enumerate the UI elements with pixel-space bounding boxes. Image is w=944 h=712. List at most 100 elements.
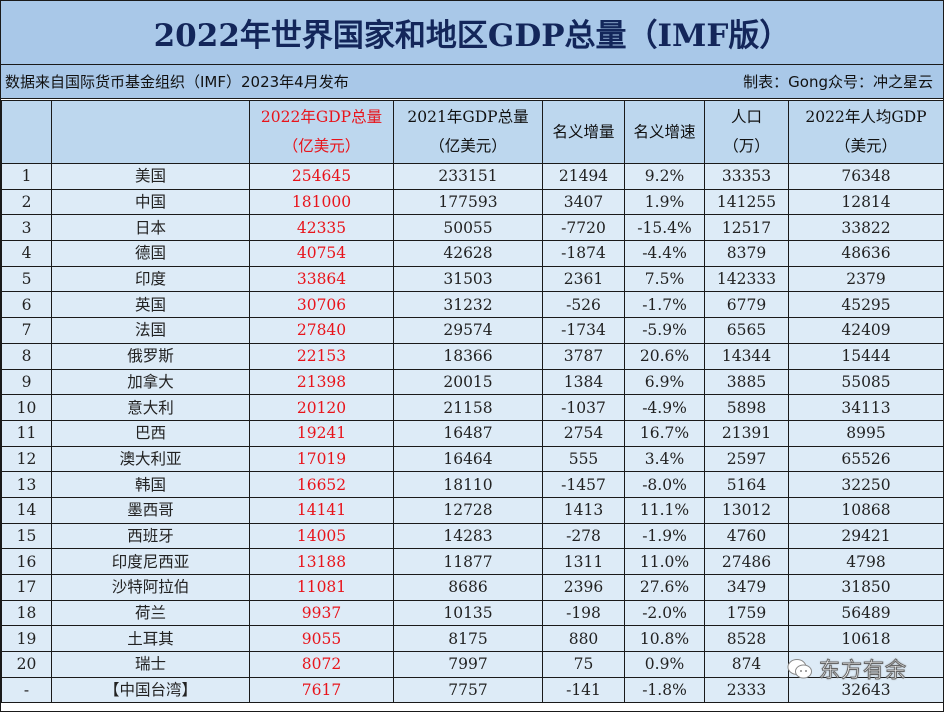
gdp-per-capita-cell: 76348: [788, 163, 944, 190]
gdp-2022-cell: 33864: [249, 265, 394, 293]
nominal-growth-cell: -1.9%: [624, 522, 705, 550]
nominal-increase-cell: 75: [542, 651, 625, 678]
gdp-2021-cell: 21158: [393, 394, 543, 421]
rank-cell: 1: [1, 163, 52, 190]
gdp-2021-cell: 18366: [393, 342, 543, 370]
nominal-increase-cell: 1413: [542, 496, 625, 524]
population-cell: 1759: [704, 599, 789, 627]
gdp-per-capita-cell: 4798: [788, 548, 944, 575]
header-gdp-2022: 2022年GDP总量 （亿美元）: [249, 100, 394, 164]
gdp-2022-cell: 20120: [249, 394, 394, 421]
gdp-2021-cell: 18110: [393, 471, 543, 498]
nominal-growth-cell: 11.0%: [624, 548, 705, 575]
gdp-2021-cell: 31232: [393, 291, 543, 319]
gdp-2021-cell: 11877: [393, 548, 543, 575]
gdp-2022-cell: 22153: [249, 342, 394, 370]
nominal-increase-cell: -7720: [542, 214, 625, 242]
gdp-2021-cell: 16487: [393, 419, 543, 447]
nominal-growth-cell: -15.4%: [624, 214, 705, 242]
gdp-per-capita-cell: 55085: [788, 368, 944, 396]
nominal-increase-cell: 2754: [542, 419, 625, 447]
nominal-increase-cell: 21494: [542, 163, 625, 190]
gdp-per-capita-cell: 10618: [788, 625, 944, 653]
nominal-growth-cell: 0.9%: [624, 651, 705, 678]
gdp-2022-cell: 181000: [249, 188, 394, 216]
nominal-growth-cell: -8.0%: [624, 471, 705, 498]
table-row: 5 印度 33864 31503 2361 7.5% 142333 2379: [1, 265, 944, 293]
subtitle-band: 数据来自国际货币基金组织（IMF）2023年4月发布 制表：Gong众号：冲之星…: [1, 65, 943, 99]
country-cell: 美国: [51, 163, 250, 190]
nominal-growth-cell: 3.4%: [624, 445, 705, 473]
country-cell: 荷兰: [51, 599, 250, 627]
rank-cell: 6: [1, 291, 52, 319]
table-row: 18 荷兰 9937 10135 -198 -2.0% 1759 56489: [1, 599, 944, 627]
gdp-2022-cell: 27840: [249, 317, 394, 344]
rank-cell: 9: [1, 368, 52, 396]
nominal-growth-cell: 9.2%: [624, 163, 705, 190]
table-row: 8 俄罗斯 22153 18366 3787 20.6% 14344 15444: [1, 342, 944, 370]
header-gdp-2021: 2021年GDP总量 （亿美元）: [393, 100, 543, 164]
gdp-per-capita-cell: 15444: [788, 342, 944, 370]
rank-cell: 20: [1, 651, 52, 678]
gdp-2022-cell: 21398: [249, 368, 394, 396]
table-row: 14 墨西哥 14141 12728 1413 11.1% 13012 10868: [1, 496, 944, 524]
gdp-per-capita-cell: 33822: [788, 214, 944, 242]
nominal-increase-cell: -278: [542, 522, 625, 550]
rank-cell: 11: [1, 419, 52, 447]
country-cell: 韩国: [51, 471, 250, 498]
gdp-per-capita-cell: 32250: [788, 471, 944, 498]
gdp-per-capita-cell: 10868: [788, 496, 944, 524]
gdp-2022-cell: 30706: [249, 291, 394, 319]
nominal-increase-cell: 1311: [542, 548, 625, 575]
population-cell: 3479: [704, 574, 789, 601]
nominal-growth-cell: -5.9%: [624, 317, 705, 344]
gdp-2022-cell: 19241: [249, 419, 394, 447]
population-cell: 12517: [704, 214, 789, 242]
gdp-2021-cell: 14283: [393, 522, 543, 550]
rank-cell: 10: [1, 394, 52, 421]
nominal-increase-cell: -1457: [542, 471, 625, 498]
header-country: [51, 100, 250, 164]
gdp-2021-cell: 8175: [393, 625, 543, 653]
table-row: 4 德国 40754 42628 -1874 -4.4% 8379 48636: [1, 240, 944, 267]
gdp-2021-cell: 16464: [393, 445, 543, 473]
population-cell: 14344: [704, 342, 789, 370]
gdp-2022-cell: 14141: [249, 496, 394, 524]
country-cell: 【中国台湾】: [51, 676, 250, 704]
gdp-2022-cell: 11081: [249, 574, 394, 601]
gdp-2022-cell: 16652: [249, 471, 394, 498]
rank-cell: 2: [1, 188, 52, 216]
nominal-increase-cell: -526: [542, 291, 625, 319]
rank-cell: 19: [1, 625, 52, 653]
population-cell: 8528: [704, 625, 789, 653]
gdp-2021-cell: 12728: [393, 496, 543, 524]
nominal-increase-cell: -1874: [542, 240, 625, 267]
header-nominal-increase: 名义增量: [542, 100, 625, 164]
gdp-per-capita-cell: 12814: [788, 188, 944, 216]
nominal-increase-cell: 3787: [542, 342, 625, 370]
table-row: 1 美国 254645 233151 21494 9.2% 33353 76348: [1, 163, 944, 190]
rank-cell: 4: [1, 240, 52, 267]
population-cell: 5164: [704, 471, 789, 498]
gdp-per-capita-cell: 32643: [788, 676, 944, 704]
table-row: 15 西班牙 14005 14283 -278 -1.9% 4760 29421: [1, 522, 944, 550]
gdp-2021-cell: 7997: [393, 651, 543, 678]
rank-cell: 3: [1, 214, 52, 242]
gdp-2021-cell: 50055: [393, 214, 543, 242]
gdp-per-capita-cell: 34113: [788, 394, 944, 421]
population-cell: 33353: [704, 163, 789, 190]
table-row: - 【中国台湾】 7617 7757 -141 -1.8% 2333 32643: [1, 676, 944, 704]
rank-cell: -: [1, 676, 52, 704]
rank-cell: 17: [1, 574, 52, 601]
country-cell: 墨西哥: [51, 496, 250, 524]
nominal-increase-cell: 1384: [542, 368, 625, 396]
nominal-growth-cell: -4.9%: [624, 394, 705, 421]
page-title: 2022年世界国家和地区GDP总量（IMF版）: [153, 18, 791, 54]
table-row: 11 巴西 19241 16487 2754 16.7% 21391 8995: [1, 419, 944, 447]
credit-note: 制表：Gong众号：冲之星云: [743, 73, 933, 91]
table-row: 17 沙特阿拉伯 11081 8686 2396 27.6% 3479 31850: [1, 574, 944, 601]
gdp-2022-cell: 9937: [249, 599, 394, 627]
gdp-2021-cell: 42628: [393, 240, 543, 267]
header-rank: [1, 100, 52, 164]
population-cell: 2597: [704, 445, 789, 473]
